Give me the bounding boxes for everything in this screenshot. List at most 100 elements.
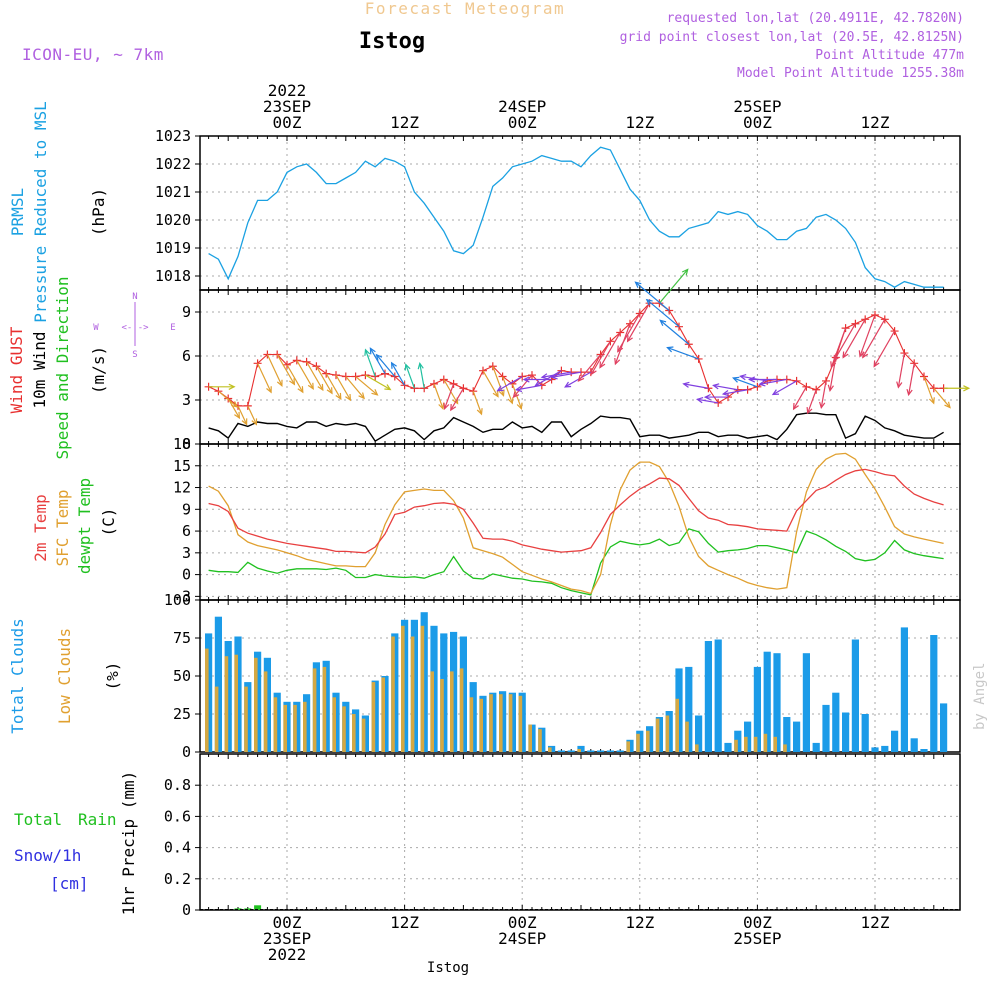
wind-arrowhead-55 [721, 390, 730, 397]
model-altitude: Model Point Altitude 1255.38m [737, 66, 964, 81]
forecast-title: Forecast Meteogram [365, 0, 565, 18]
low-cloud-bar-14 [342, 706, 346, 752]
total-clouds-label: Total Clouds [8, 618, 27, 734]
wind-arrowhead-70 [873, 360, 880, 368]
precip-ytick-label-0: 0 [182, 901, 191, 919]
wind-arrow-68 [859, 314, 876, 357]
wind-arrowhead-63 [819, 401, 826, 410]
temp-ytick-label-2: 3 [182, 544, 191, 562]
wind-arrow-31 [511, 383, 522, 409]
wind-arrowhead-30 [507, 397, 514, 405]
wind-speed-line [208, 412, 944, 443]
temp-ytick-label-3: 6 [182, 522, 191, 540]
top-time-label-1-0: 12Z [390, 113, 419, 132]
wind-arrowhead-2 [234, 411, 241, 420]
wind-arrowhead-65 [830, 361, 837, 369]
clouds-ytick-label-3: 75 [173, 629, 191, 647]
wind-arrowhead-0 [228, 383, 236, 390]
wind-arrowhead-34 [514, 385, 523, 393]
top-time-label-3-0: 12Z [625, 113, 654, 132]
wind-arrowhead-43 [614, 357, 621, 366]
pressure-ytick-label-5: 1023 [155, 127, 191, 145]
total-cloud-bar-52 [714, 639, 722, 752]
bottom-time-label-0-2: 2022 [268, 945, 307, 964]
requested-coords: requested lon,lat (20.4911E, 42.7820N) [667, 11, 964, 26]
wind-10m-label: 10m Wind [30, 331, 49, 408]
pressure-ytick-label-2: 1020 [155, 211, 191, 229]
precip-frame [199, 753, 961, 911]
low-cloud-bar-28 [479, 698, 483, 752]
wind-arrowhead-38 [550, 373, 558, 380]
wind-arrow-36 [535, 370, 562, 387]
low-cloud-bar-44 [636, 733, 640, 752]
wind-arrowhead-50 [666, 346, 674, 353]
wind-ytick-label-1: 3 [182, 391, 191, 409]
wind-frame [199, 289, 961, 445]
wind-arrowhead-46 [681, 268, 689, 276]
total-cloud-bar-42 [616, 750, 624, 752]
total-cloud-bar-74 [930, 635, 938, 752]
wind-arrow-33 [513, 374, 533, 398]
wind-gust-label: Wind GUST [7, 326, 26, 413]
compass-west: W [93, 323, 99, 333]
total-cloud-bar-70 [891, 730, 899, 752]
precip-unit: 1hr Precip (mm) [119, 771, 138, 916]
wind-arrow-10 [306, 361, 324, 391]
low-cloud-bar-1 [214, 686, 219, 752]
wind-arrow-30 [502, 376, 513, 404]
low-cloud-bar-25 [450, 671, 454, 752]
wind-arrowhead-52 [695, 397, 704, 404]
wind-arrowhead-67 [842, 351, 849, 359]
wind-arrowhead-48 [645, 298, 653, 306]
gust-line [208, 302, 944, 407]
low-cloud-bar-47 [665, 715, 670, 752]
wind-arrowhead-53 [703, 393, 711, 401]
wind-arrowhead-40 [577, 374, 585, 382]
wind-arrowhead-58 [748, 376, 756, 383]
wind-arrow-51 [683, 383, 709, 389]
total-cloud-bar-56 [753, 666, 761, 752]
low-cloud-bar-45 [646, 730, 650, 752]
wind-ytick-label-2: 6 [182, 347, 191, 365]
temperature-panel: -3 0 3 6 9 12 15 18 [173, 435, 961, 605]
precip-ytick-label-3: 0.6 [164, 807, 191, 825]
wind-arrow-50 [667, 347, 699, 360]
wind-arrow-59 [759, 378, 787, 385]
wind-arrowhead-9 [307, 382, 314, 390]
location-title: Istog [359, 29, 425, 54]
low-cloud-bar-6 [263, 671, 268, 752]
total-cloud-bar-49 [685, 666, 693, 752]
wind-arrow-6 [266, 354, 283, 386]
wind-arrowhead-26 [450, 404, 457, 412]
wind-arrowhead-35 [522, 376, 530, 383]
wind-side-labels: Wind GUST 10m Wind Speed and Direction (… [7, 276, 176, 459]
gust-marker-21 [410, 384, 419, 393]
total-cloud-bar-38 [577, 745, 585, 752]
temp-dewpt-label: dewpt Temp [75, 478, 94, 574]
gust-marker-60 [792, 376, 801, 385]
low-cloud-bar-24 [440, 679, 444, 752]
top-time-label-2-0: 24SEP [498, 97, 546, 116]
wind-arrowhead-49 [659, 319, 667, 327]
grid-point-coords: grid point closest lon,lat (20.5E, 42.81… [620, 30, 964, 45]
total-cloud-bar-65 [842, 712, 850, 752]
wind-arrowhead-19 [375, 353, 383, 361]
wind-arrow-7 [276, 354, 295, 385]
low-cloud-bar-0 [205, 648, 209, 752]
pressure-ytick-label-1: 1019 [155, 239, 191, 257]
wind-arrowhead-60 [771, 389, 780, 396]
wind-arrowhead-11 [326, 387, 333, 395]
bottom-time-label-0-0: 00Z [273, 913, 302, 932]
wind-unit: (m/s) [89, 346, 108, 394]
low-cloud-bar-4 [244, 686, 248, 752]
wind-arrowhead-51 [682, 381, 690, 388]
total-cloud-bar-60 [793, 721, 801, 752]
low-cloud-bar-7 [273, 697, 278, 752]
gust-marker-43 [626, 319, 634, 328]
wind-arrowhead-12 [335, 392, 342, 401]
compass-north: N [132, 292, 137, 302]
wind-arrow-55 [723, 389, 748, 395]
temp-ytick-label-7: 18 [173, 435, 191, 453]
wind-arrowhead-47 [634, 281, 642, 288]
wind-arrowhead-37 [540, 373, 548, 380]
